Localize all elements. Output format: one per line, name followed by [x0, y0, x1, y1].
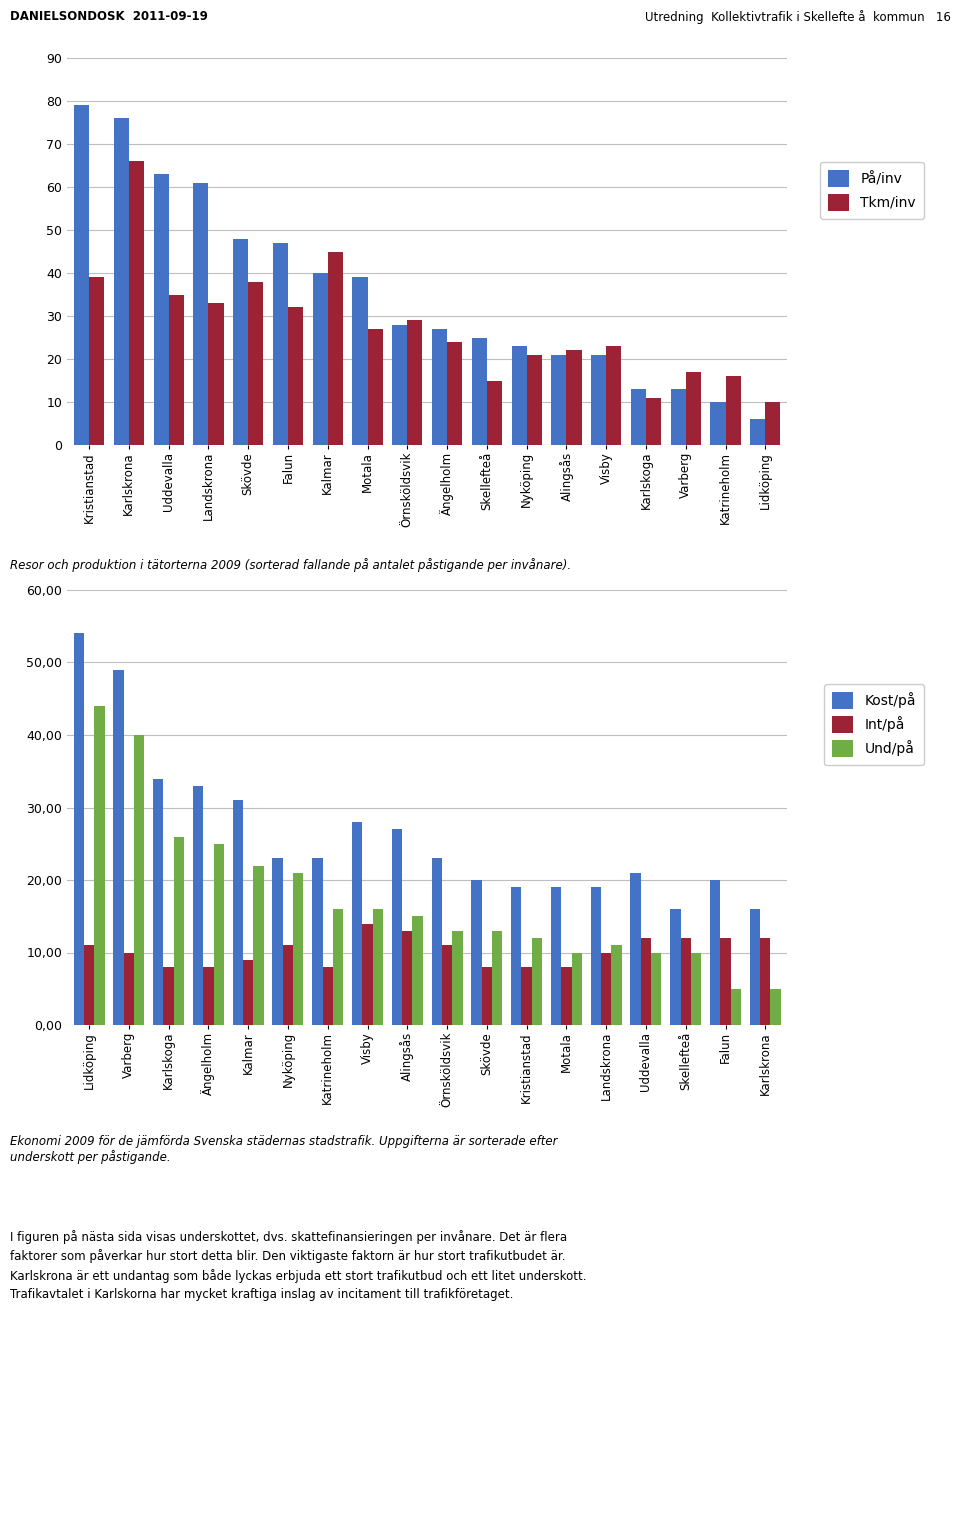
Bar	[193, 785, 204, 1024]
Bar	[731, 989, 741, 1024]
Bar	[288, 308, 303, 446]
Bar	[253, 865, 264, 1024]
Bar	[562, 968, 571, 1024]
Bar	[512, 346, 527, 446]
Bar	[551, 355, 566, 446]
Bar	[154, 778, 163, 1024]
Legend: Kost/på, Int/på, Und/på: Kost/på, Int/på, Und/på	[824, 684, 924, 766]
Bar	[84, 945, 94, 1024]
Bar	[532, 939, 542, 1024]
Text: I figuren på nästa sida visas underskottet, dvs. skattefinansieringen per invåna: I figuren på nästa sida visas underskott…	[10, 1229, 587, 1301]
Bar	[590, 888, 601, 1024]
Bar	[124, 952, 134, 1024]
Bar	[726, 377, 741, 446]
Bar	[393, 325, 407, 446]
Bar	[313, 273, 327, 446]
Bar	[710, 880, 720, 1024]
Bar	[631, 389, 646, 446]
Bar	[641, 939, 651, 1024]
Bar	[710, 403, 726, 446]
Bar	[134, 735, 144, 1024]
Bar	[492, 931, 502, 1024]
Bar	[372, 909, 383, 1024]
Bar	[511, 888, 521, 1024]
Bar	[333, 909, 344, 1024]
Bar	[352, 277, 368, 446]
Bar	[765, 403, 780, 446]
Bar	[432, 859, 442, 1024]
Bar	[402, 931, 413, 1024]
Bar	[651, 952, 661, 1024]
Bar	[273, 859, 283, 1024]
Bar	[213, 844, 224, 1024]
Bar	[154, 175, 169, 446]
Bar	[591, 355, 606, 446]
Bar	[631, 873, 641, 1024]
Bar	[362, 923, 372, 1024]
Bar	[233, 239, 249, 446]
Bar	[482, 968, 492, 1024]
Text: Ekonomi 2009 för de jämförda Svenska städernas stadstrafik. Uppgifterna är sorte: Ekonomi 2009 för de jämförda Svenska stä…	[10, 1134, 557, 1164]
Bar	[208, 303, 224, 446]
Bar	[521, 968, 532, 1024]
Bar	[74, 634, 84, 1024]
Bar	[760, 939, 771, 1024]
Bar	[169, 294, 183, 446]
Bar	[89, 277, 105, 446]
Bar	[413, 916, 422, 1024]
Bar	[571, 952, 582, 1024]
Bar	[670, 909, 681, 1024]
Bar	[566, 351, 582, 446]
Text: DANIELSONDOSK  2011-09-19: DANIELSONDOSK 2011-09-19	[10, 11, 207, 23]
Bar	[442, 945, 452, 1024]
Bar	[487, 381, 502, 446]
Bar	[527, 355, 541, 446]
Bar	[113, 118, 129, 446]
Bar	[407, 320, 422, 446]
Bar	[174, 836, 184, 1024]
Text: Utredning  Kollektivtrafik i Skellefte å  kommun   16: Utredning Kollektivtrafik i Skellefte å …	[644, 11, 950, 24]
Bar	[471, 880, 482, 1024]
Bar	[685, 372, 701, 446]
Bar	[750, 419, 765, 446]
Text: Resor och produktion i tätorterna 2009 (sorterad fallande på antalet påstigande : Resor och produktion i tätorterna 2009 (…	[10, 557, 571, 573]
Bar	[193, 182, 208, 446]
Bar	[352, 822, 362, 1024]
Bar	[392, 830, 402, 1024]
Bar	[452, 931, 463, 1024]
Bar	[447, 341, 462, 446]
Bar	[606, 346, 621, 446]
Bar	[771, 989, 780, 1024]
Bar	[368, 329, 383, 446]
Bar	[327, 251, 343, 446]
Bar	[681, 939, 691, 1024]
Bar	[94, 706, 105, 1024]
Bar	[204, 968, 213, 1024]
Bar	[646, 398, 661, 446]
Bar	[293, 873, 303, 1024]
Bar	[551, 888, 562, 1024]
Bar	[432, 329, 447, 446]
Bar	[471, 337, 487, 446]
Bar	[612, 945, 622, 1024]
Bar	[273, 243, 288, 446]
Bar	[720, 939, 731, 1024]
Bar	[129, 161, 144, 446]
Bar	[671, 389, 685, 446]
Bar	[691, 952, 701, 1024]
Bar	[74, 106, 89, 446]
Legend: På/inv, Tkm/inv: På/inv, Tkm/inv	[820, 162, 924, 219]
Bar	[323, 968, 333, 1024]
Bar	[249, 282, 263, 446]
Bar	[312, 859, 323, 1024]
Bar	[243, 960, 253, 1024]
Bar	[232, 801, 243, 1024]
Bar	[601, 952, 612, 1024]
Bar	[163, 968, 174, 1024]
Bar	[283, 945, 293, 1024]
Bar	[113, 669, 124, 1024]
Bar	[750, 909, 760, 1024]
